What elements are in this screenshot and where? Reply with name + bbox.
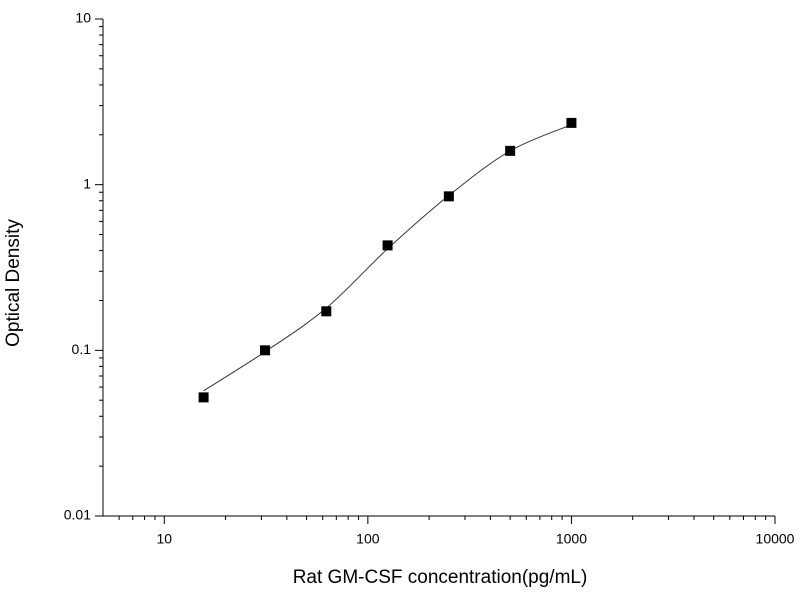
data-point [260,345,271,356]
y-axis-title: Optical Density [3,219,24,347]
data-point [321,306,332,317]
y-tick-label: 10 [75,10,91,26]
y-tick-label: 0.01 [64,507,91,523]
x-tick-label: 10000 [756,531,795,547]
data-point [198,392,209,403]
y-tick-label: 1 [83,175,91,191]
fit-curve [203,124,572,392]
x-tick-label: 100 [356,531,380,547]
data-point [566,117,577,128]
data-point [443,191,454,202]
x-tick-label: 10 [156,531,172,547]
data-point [382,240,393,251]
x-tick-label: 1000 [556,531,587,547]
x-axis-title: Rat GM-CSF concentration(pg/mL) [293,567,588,588]
y-tick-label: 0.1 [72,341,92,357]
data-point [505,145,516,156]
